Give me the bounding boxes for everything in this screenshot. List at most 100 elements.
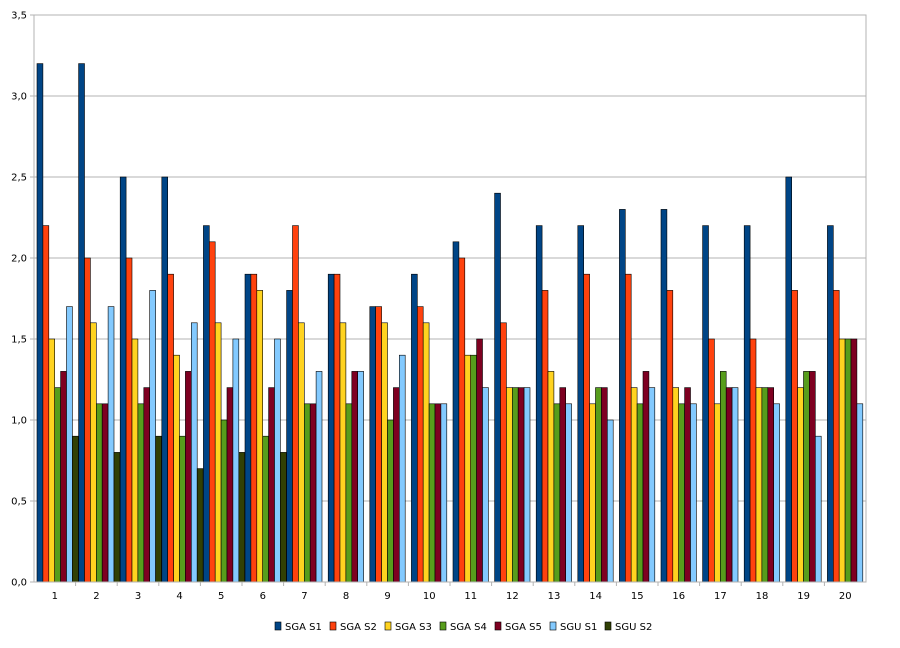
bar — [48, 338, 55, 583]
x-tick-label: 13 — [548, 591, 561, 602]
legend-swatch — [439, 621, 447, 631]
legend-swatch — [384, 621, 392, 631]
bar — [452, 241, 460, 583]
x-tick-label: 15 — [631, 591, 644, 602]
x-tick-label: 5 — [218, 591, 224, 602]
bar — [630, 387, 638, 583]
x-tick-label: 10 — [423, 591, 436, 602]
bar — [559, 387, 566, 583]
bar — [72, 435, 79, 583]
bar — [844, 338, 852, 583]
bar — [54, 387, 61, 583]
legend-swatch — [549, 621, 557, 631]
bar — [577, 225, 584, 583]
bar — [84, 257, 91, 583]
bar — [827, 225, 834, 583]
y-tick-label: 3,0 — [11, 92, 27, 103]
bar — [155, 435, 162, 583]
bar — [209, 241, 216, 583]
bar — [220, 419, 228, 583]
bar — [541, 290, 549, 583]
bar — [589, 403, 596, 583]
legend-label: SGA S4 — [450, 622, 487, 633]
bar — [660, 209, 668, 583]
bar — [185, 371, 192, 583]
bar — [476, 338, 483, 583]
bar — [309, 403, 317, 583]
bar — [583, 273, 590, 583]
bar — [500, 322, 507, 583]
bar — [606, 419, 614, 583]
bar — [333, 273, 341, 583]
axes: 0,00,51,01,52,02,53,03,51 2 3 4 5 6 7 8 9 10 11 12 1… — [11, 11, 867, 602]
x-tick-label: 7 — [301, 591, 307, 602]
bar — [90, 322, 97, 583]
bar — [797, 387, 804, 583]
bar — [785, 176, 792, 583]
x-tick-label: 1 — [52, 591, 58, 602]
bar — [678, 403, 685, 583]
bar — [767, 387, 774, 583]
x-tick-label: 11 — [464, 591, 477, 602]
x-tick-label: 19 — [797, 591, 810, 602]
legend-swatch — [604, 621, 612, 631]
bar — [262, 435, 269, 583]
bar — [595, 387, 602, 583]
bar — [506, 387, 513, 583]
bar — [636, 403, 644, 583]
y-tick-label: 3,5 — [11, 11, 27, 22]
bar — [161, 176, 169, 583]
bar — [434, 403, 442, 583]
bar — [440, 403, 448, 583]
bar — [167, 273, 174, 583]
y-tick-label: 0,0 — [11, 578, 27, 589]
bar — [601, 387, 608, 583]
bar — [624, 273, 632, 583]
bar — [226, 387, 234, 583]
bar — [66, 306, 73, 583]
bar — [214, 322, 222, 583]
bar — [648, 387, 656, 583]
bar — [702, 225, 709, 583]
bar — [791, 290, 798, 583]
bar — [470, 354, 477, 583]
bar — [517, 387, 525, 583]
x-tick-label: 12 — [506, 591, 519, 602]
x-tick-label: 9 — [384, 591, 390, 602]
bar — [96, 403, 103, 583]
bar — [274, 338, 281, 583]
bar — [832, 290, 840, 583]
bar — [803, 371, 810, 583]
bar — [143, 387, 151, 583]
bar — [113, 452, 121, 583]
bar — [375, 306, 382, 583]
bar — [856, 403, 864, 583]
bar — [36, 63, 44, 583]
legend-swatch — [494, 621, 502, 631]
bar — [125, 257, 133, 583]
bar — [458, 257, 466, 583]
legend-label: SGU S2 — [615, 622, 652, 633]
bar — [731, 387, 739, 583]
bar — [381, 322, 388, 583]
x-tick-label: 17 — [714, 591, 727, 602]
bar — [708, 338, 715, 583]
bar — [850, 338, 858, 583]
bar — [464, 354, 471, 583]
legend-swatch — [274, 621, 282, 631]
legend-label: SGA S1 — [285, 622, 322, 633]
bar — [196, 468, 204, 583]
bar — [280, 452, 287, 583]
bar — [345, 403, 353, 583]
y-tick-label: 2,5 — [11, 173, 27, 184]
bar — [411, 273, 418, 583]
bar — [78, 63, 85, 583]
y-tick-label: 2,0 — [11, 254, 27, 265]
bar — [393, 387, 400, 583]
bar — [351, 371, 358, 583]
bar — [553, 403, 561, 583]
bar — [250, 273, 258, 583]
bar — [809, 371, 816, 583]
bar — [119, 176, 127, 583]
